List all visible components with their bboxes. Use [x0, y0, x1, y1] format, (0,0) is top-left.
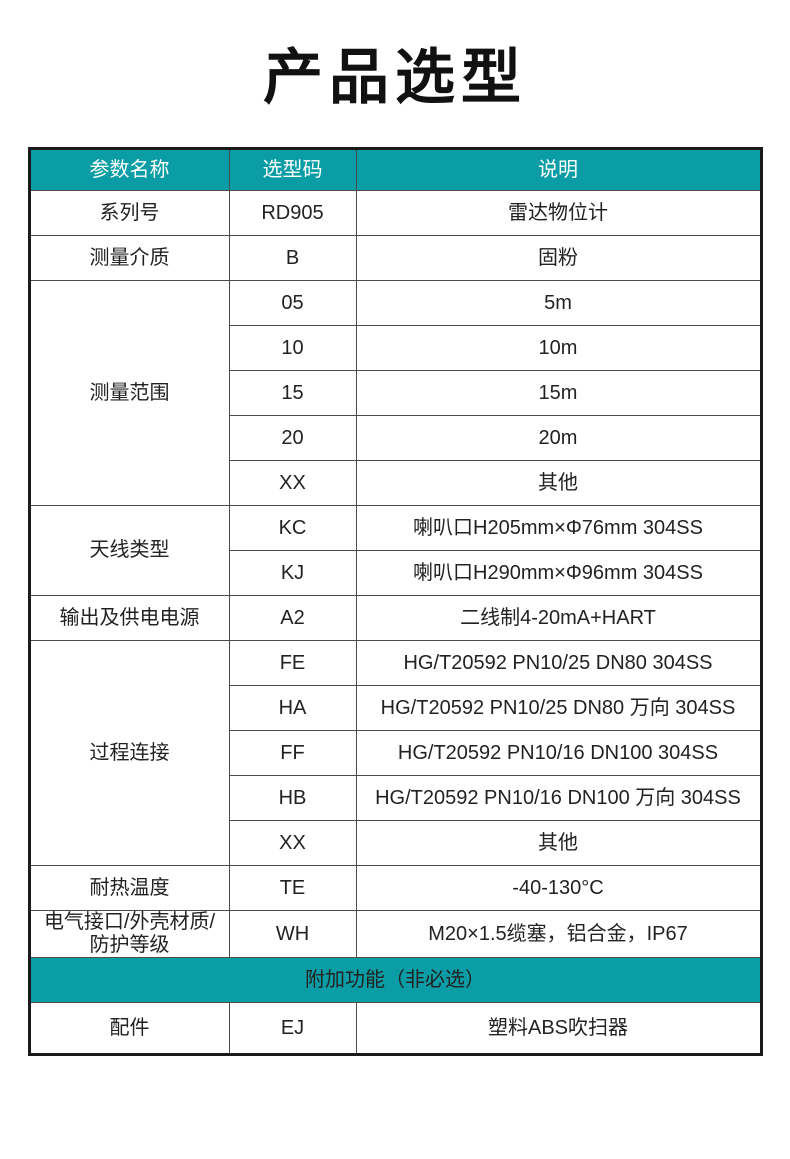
selection-code-cell: 10 — [228, 325, 357, 371]
description-cell: 15m — [355, 370, 762, 416]
description-cell: HG/T20592 PN10/25 DN80 万向 304SS — [355, 685, 762, 731]
parameter-name-cell: 测量范围 — [28, 280, 230, 506]
table-row: 配件 EJ 塑料ABS吹扫器 — [28, 1002, 762, 1055]
selection-code-cell: 20 — [228, 415, 357, 461]
description-cell: 喇叭口H205mm×Φ76mm 304SS — [355, 505, 762, 551]
table-row: 系列号 RD905 雷达物位计 — [28, 190, 762, 236]
table-row: FF HG/T20592 PN10/16 DN100 304SS — [29, 730, 762, 776]
table-row: 天线类型 KC 喇叭口H205mm×Φ76mm 304SS — [28, 505, 762, 596]
description-cell: HG/T20592 PN10/16 DN100 304SS — [355, 730, 762, 776]
parameter-name-cell: 测量介质 — [28, 235, 230, 281]
description-cell: 其他 — [355, 820, 762, 866]
table-row: 输出及供电电源 A2 二线制4-20mA+HART — [28, 595, 762, 641]
selection-code-cell: KJ — [228, 550, 357, 596]
selection-code-cell: TE — [228, 865, 357, 911]
selection-code-cell: HB — [228, 775, 357, 821]
table-row: 10 10m — [29, 325, 762, 371]
description-cell: 5m — [355, 280, 762, 326]
selection-code-cell: HA — [228, 685, 357, 731]
selection-code-cell: B — [228, 235, 357, 281]
selection-code-cell: FF — [228, 730, 357, 776]
selection-code-cell: 05 — [228, 280, 357, 326]
parameter-name-cell: 天线类型 — [28, 505, 230, 596]
description-cell: 10m — [355, 325, 762, 371]
description-cell: 20m — [355, 415, 762, 461]
description-cell: 二线制4-20mA+HART — [355, 595, 762, 641]
table-row: HA HG/T20592 PN10/25 DN80 万向 304SS — [29, 685, 762, 731]
table-row: 20 20m — [29, 415, 762, 461]
description-cell: 固粉 — [355, 235, 762, 281]
parameter-name-cell: 耐热温度 — [28, 865, 230, 911]
column-header-parameter-name: 参数名称 — [28, 148, 230, 191]
table-row: XX 其他 — [29, 460, 762, 506]
additional-functions-band-label: 附加功能（非必选） — [28, 957, 762, 1003]
column-header-description: 说明 — [355, 148, 762, 191]
additional-functions-band-row: 附加功能（非必选） — [28, 957, 762, 1003]
description-cell: HG/T20592 PN10/16 DN100 万向 304SS — [355, 775, 762, 821]
parameter-name-cell: 配件 — [28, 1002, 230, 1055]
selection-table-body: 参数名称 选型码 说明 系列号 RD905 雷达物位计 测量介质 B 固粉 测量范围 05 5m… — [28, 148, 762, 1055]
column-header-selection-code: 选型码 — [228, 148, 357, 191]
selection-code-cell: XX — [228, 820, 357, 866]
selection-code-cell: WH — [228, 910, 357, 958]
table-row: KJ 喇叭口H290mm×Φ96mm 304SS — [29, 550, 762, 596]
parameter-name-cell: 系列号 — [28, 190, 230, 236]
table-row: 测量介质 B 固粉 — [28, 235, 762, 281]
table-row: 过程连接 FE HG/T20592 PN10/25 DN80 304SS — [28, 640, 762, 866]
parameter-name-cell: 电气接口/外壳材质/防护等级 — [28, 910, 230, 958]
selection-code-cell: 15 — [228, 370, 357, 416]
table-header-row: 参数名称 选型码 说明 — [28, 148, 762, 191]
description-cell: 雷达物位计 — [355, 190, 762, 236]
selection-code-cell: A2 — [228, 595, 357, 641]
selection-code-cell: XX — [228, 460, 357, 506]
parameter-name-cell: 过程连接 — [28, 640, 230, 866]
description-cell: HG/T20592 PN10/25 DN80 304SS — [355, 640, 762, 686]
product-selection-table: 参数名称 选型码 说明 系列号 RD905 雷达物位计 测量介质 B 固粉 测量范围 05 5m… — [27, 147, 763, 1056]
description-cell: 喇叭口H290mm×Φ96mm 304SS — [355, 550, 762, 596]
selection-code-cell: EJ — [228, 1002, 357, 1055]
description-cell: M20×1.5缆塞，铝合金，IP67 — [355, 910, 762, 958]
table-row: 测量范围 05 5m — [28, 280, 762, 506]
selection-code-cell: RD905 — [228, 190, 357, 236]
description-cell: -40-130°C — [355, 865, 762, 911]
selection-code-cell: FE — [228, 640, 357, 686]
table-row: HB HG/T20592 PN10/16 DN100 万向 304SS — [29, 775, 762, 821]
selection-code-cell: KC — [228, 505, 357, 551]
table-row: 耐热温度 TE -40-130°C — [28, 865, 762, 911]
parameter-name-cell: 输出及供电电源 — [28, 595, 230, 641]
description-cell: 其他 — [355, 460, 762, 506]
page-title: 产品选型 — [263, 44, 527, 111]
table-row: 15 15m — [29, 370, 762, 416]
description-cell: 塑料ABS吹扫器 — [355, 1002, 762, 1055]
table-row: 电气接口/外壳材质/防护等级 WH M20×1.5缆塞，铝合金，IP67 — [28, 910, 762, 958]
